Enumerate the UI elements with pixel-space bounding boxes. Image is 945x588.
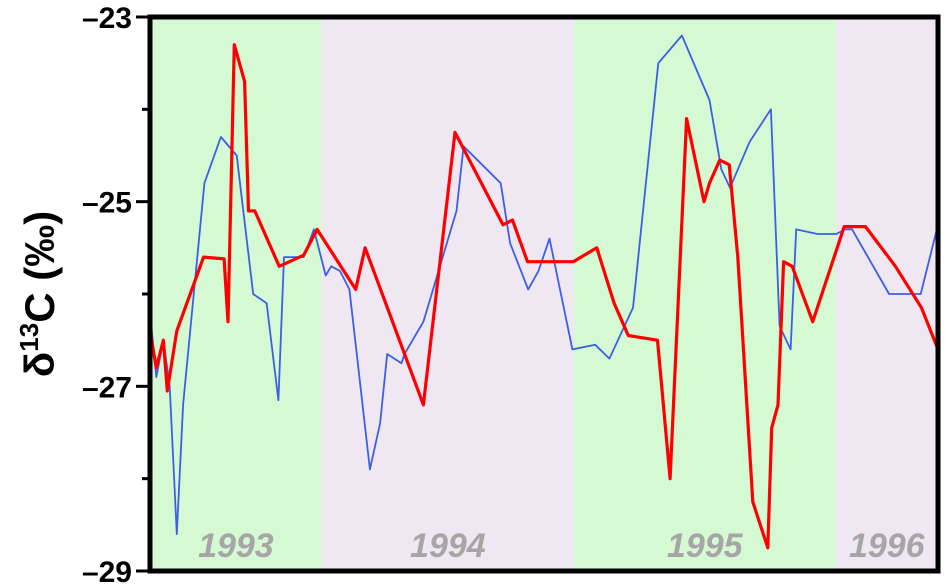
red-series-line: [148, 43, 940, 550]
blue-series-line: [149, 34, 939, 535]
year-label-1995: 1995: [667, 527, 744, 565]
year-bands: [150, 17, 938, 571]
y-tick-label: –23: [82, 2, 132, 35]
y-tick-label: –25: [82, 187, 132, 220]
y-tick-label: –29: [82, 556, 132, 588]
year-band-1994: [321, 17, 574, 571]
y-axis-title-superscript: 13: [14, 323, 44, 352]
y-tick-label: –27: [82, 371, 132, 404]
year-band-1995: [573, 17, 836, 571]
y-axis-title-rest: C (‰): [16, 211, 63, 323]
year-band-1996: [835, 17, 938, 571]
year-band-1993: [150, 17, 322, 571]
year-label-1994: 1994: [410, 527, 486, 565]
year-label-1996: 1996: [849, 527, 926, 565]
y-axis-title-base: δ: [16, 352, 63, 377]
y-axis-title: δ13C (‰): [14, 211, 63, 377]
year-label-1993: 1993: [198, 527, 274, 565]
year-labels: 1993 1994 1995 1996: [198, 527, 926, 565]
y-axis: –23 –25 –27 –29: [82, 2, 150, 588]
data-series: [148, 34, 940, 550]
plot-frame: [147, 14, 941, 574]
